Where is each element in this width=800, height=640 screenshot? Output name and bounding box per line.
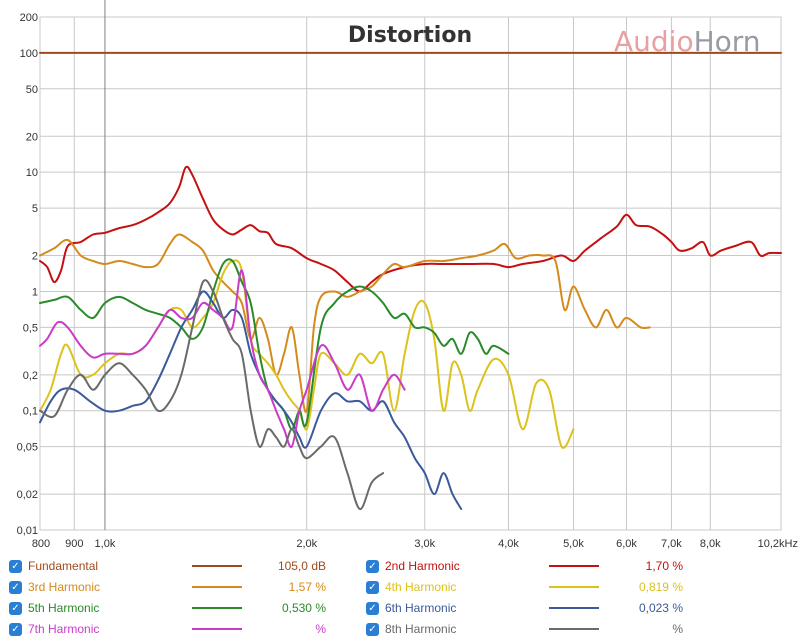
legend-value: 0,023 % <box>638 601 683 615</box>
legend-checkbox-fundamental[interactable]: ✓ <box>9 559 22 573</box>
x-tick-label: 4,0k <box>498 538 519 550</box>
legend-value: % <box>315 622 326 636</box>
y-tick-label: 2 <box>32 251 38 263</box>
brand-logo-horn: Horn <box>694 25 761 58</box>
legend-label: 7th Harmonic <box>28 622 100 636</box>
legend: ✓ Fundamental 105,0 dB ✓ 2nd Harmonic 1,70 % ✓… <box>0 556 800 640</box>
legend-swatch <box>192 607 242 609</box>
y-tick-label: 10 <box>26 167 38 179</box>
series-line-3rd-harmonic <box>39 233 651 413</box>
y-tick-label: 100 <box>20 48 38 60</box>
legend-item-5th-harmonic: ✓ 5th Harmonic 0,530 % <box>0 598 360 618</box>
y-tick-label: 5 <box>32 203 38 215</box>
legend-label: Fundamental <box>28 559 99 573</box>
x-tick-label: 6,0k <box>616 538 637 550</box>
y-tick-label: 0,5 <box>23 322 38 334</box>
legend-label: 4th Harmonic <box>385 580 457 594</box>
legend-checkbox-7th-harmonic[interactable]: ✓ <box>9 622 22 636</box>
legend-item-2nd-harmonic: ✓ 2nd Harmonic 1,70 % <box>357 556 717 576</box>
x-tick-label: 5,0k <box>563 538 584 550</box>
y-tick-label: 200 <box>20 12 38 24</box>
legend-swatch <box>549 565 599 567</box>
legend-swatch <box>192 586 242 588</box>
legend-item-3rd-harmonic: ✓ 3rd Harmonic 1,57 % <box>0 577 360 597</box>
legend-value: 0,530 % <box>281 601 326 615</box>
legend-label: 6th Harmonic <box>385 601 457 615</box>
legend-swatch <box>549 607 599 609</box>
y-tick-label: 0,05 <box>17 442 38 454</box>
y-tick-label: 0,02 <box>17 489 38 501</box>
y-tick-label: 50 <box>26 84 38 96</box>
series-line-8th-harmonic <box>39 279 385 511</box>
legend-checkbox-2nd-harmonic[interactable]: ✓ <box>366 559 379 573</box>
y-tick-label: 0,01 <box>17 525 38 537</box>
x-tick-label: 7,0k <box>661 538 682 550</box>
x-tick-label: 2,0k <box>296 538 317 550</box>
series-line-2nd-harmonic <box>39 165 782 293</box>
x-tick-label: 8,0k <box>700 538 721 550</box>
x-tick-label: 1,0k <box>95 538 116 550</box>
y-tick-label: 0,1 <box>23 406 38 418</box>
x-tick-label: 10,2kHz <box>758 538 798 550</box>
legend-checkbox-6th-harmonic[interactable]: ✓ <box>366 601 379 615</box>
legend-swatch <box>192 565 242 567</box>
x-tick-label: 800 <box>32 538 50 550</box>
legend-value: 1,70 % <box>645 559 683 573</box>
legend-item-8th-harmonic: ✓ 8th Harmonic% <box>357 619 717 639</box>
y-tick-label: 20 <box>26 131 38 143</box>
series-line-7th-harmonic <box>39 269 406 448</box>
plot-frame <box>39 16 782 531</box>
brand-logo: AudioHorn <box>614 25 761 58</box>
legend-label: 5th Harmonic <box>28 601 100 615</box>
legend-value: % <box>672 622 683 636</box>
y-tick-label: 1 <box>32 286 38 298</box>
series-lines <box>39 51 782 511</box>
legend-value: 0,819 % <box>638 580 683 594</box>
legend-item-6th-harmonic: ✓ 6th Harmonic 0,023 % <box>357 598 717 618</box>
legend-swatch <box>192 628 242 630</box>
legend-checkbox-8th-harmonic[interactable]: ✓ <box>366 622 379 636</box>
brand-logo-audio: Audio <box>614 25 694 58</box>
legend-value: 105,0 dB <box>277 559 326 573</box>
legend-label: 8th Harmonic <box>385 622 457 636</box>
legend-value: 1,57 % <box>288 580 326 594</box>
grid <box>39 0 782 531</box>
x-tick-label: 3,0k <box>414 538 435 550</box>
x-tick-label: 900 <box>65 538 83 550</box>
chart-title: Distortion <box>348 23 472 48</box>
legend-checkbox-3rd-harmonic[interactable]: ✓ <box>9 580 22 594</box>
legend-label: 3rd Harmonic <box>28 580 101 594</box>
legend-item-7th-harmonic: ✓ 7th Harmonic% <box>0 619 360 639</box>
legend-label: 2nd Harmonic <box>385 559 460 573</box>
y-tick-label: 0,2 <box>23 370 38 382</box>
legend-swatch <box>549 586 599 588</box>
legend-checkbox-5th-harmonic[interactable]: ✓ <box>9 601 22 615</box>
legend-item-4th-harmonic: ✓ 4th Harmonic 0,819 % <box>357 577 717 597</box>
legend-checkbox-4th-harmonic[interactable]: ✓ <box>366 580 379 594</box>
legend-swatch <box>549 628 599 630</box>
legend-item-fundamental: ✓ Fundamental 105,0 dB <box>0 556 360 576</box>
